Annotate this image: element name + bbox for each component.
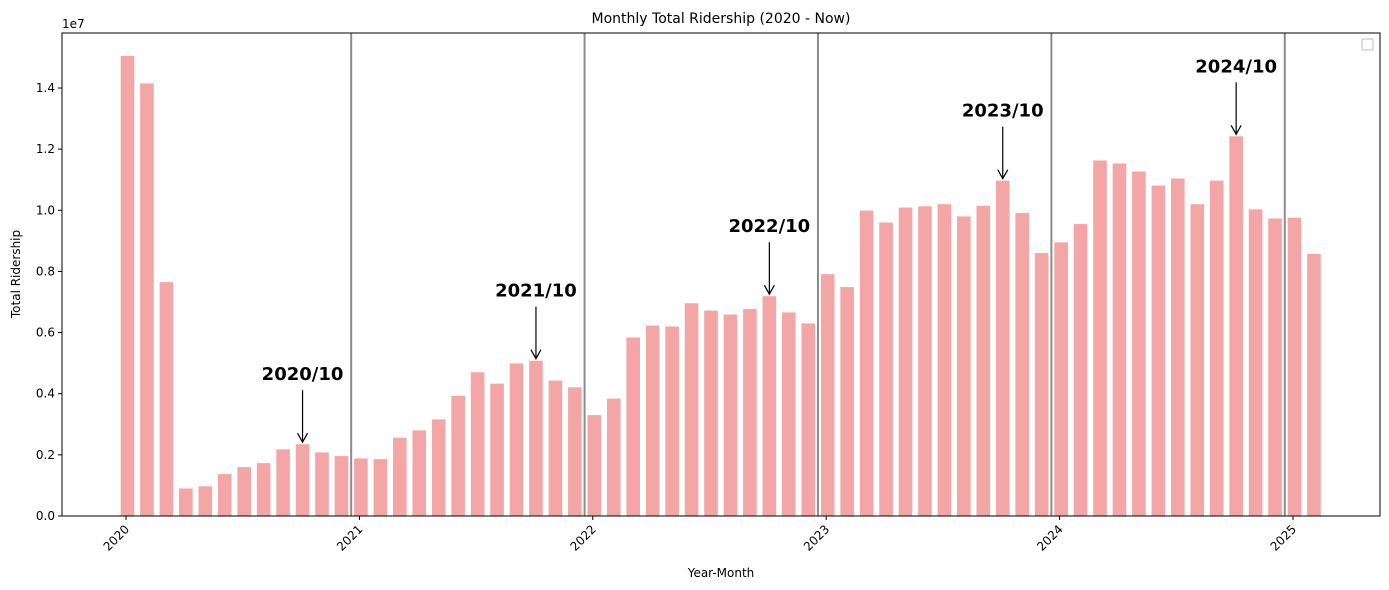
bar-series: [120, 55, 1321, 517]
bar: [568, 387, 582, 516]
annotation-label: 2022/10: [728, 216, 810, 237]
bar: [179, 488, 193, 516]
bar: [140, 83, 154, 516]
bar: [451, 395, 465, 516]
bar: [412, 430, 427, 516]
bar: [840, 287, 854, 516]
bar: [1151, 185, 1166, 516]
y-tick-label: 0.0: [36, 509, 55, 523]
bar: [879, 222, 893, 516]
bar: [295, 444, 310, 516]
x-tick-label: 2024: [1034, 522, 1065, 553]
bar: [490, 383, 504, 516]
bar: [1112, 163, 1127, 516]
y-tick-label: 0.8: [36, 264, 55, 278]
annotation-arrowhead: [997, 169, 1009, 180]
bar: [1093, 160, 1107, 516]
bar: [723, 314, 738, 516]
bar: [529, 360, 543, 516]
bar: [354, 458, 368, 516]
annotation-arrowhead: [297, 432, 309, 444]
bar: [820, 274, 835, 516]
bar: [315, 452, 329, 516]
bar: [743, 309, 757, 516]
bar: [1229, 136, 1243, 516]
annotation-label: 2023/10: [962, 101, 1044, 122]
bar: [1054, 242, 1068, 516]
bar: [859, 210, 874, 516]
y-axis-exponent: 1e7: [62, 17, 85, 31]
bar: [237, 467, 251, 516]
bar: [626, 337, 640, 516]
bar: [256, 463, 271, 516]
bar: [1268, 218, 1282, 516]
annotation-label: 2020/10: [262, 364, 344, 385]
y-tick-label: 1.4: [36, 81, 55, 95]
annotation-arrowhead: [530, 349, 542, 360]
annotation-label: 2024/10: [1195, 56, 1277, 77]
bar: [393, 437, 407, 516]
y-axis: 0.0 0.2 0.4 0.6 0.8 1.0 1.2 1.4: [36, 81, 62, 523]
bar: [587, 415, 602, 516]
bar: [918, 206, 932, 516]
y-tick-label: 0.2: [36, 448, 55, 462]
bar: [1307, 254, 1321, 516]
chart-title: Monthly Total Ridership (2020 - Now): [592, 11, 851, 27]
x-axis: 2020 2021 2022 2023 2024 2025: [101, 516, 1299, 554]
bar: [120, 55, 135, 516]
bar: [1073, 224, 1088, 516]
bar: [548, 380, 563, 516]
year-separators: [350, 33, 1286, 516]
bar: [1248, 209, 1263, 516]
bar: [801, 323, 816, 516]
y-tick-label: 1.2: [36, 142, 55, 156]
x-tick-label: 2023: [801, 522, 832, 553]
annotations: 2020/10 2021/10 2022/10 2023/10 2024/10: [262, 56, 1277, 444]
bar: [957, 216, 971, 516]
bar: [898, 207, 913, 516]
x-tick-label: 2020: [101, 522, 132, 553]
plot-frame: [61, 32, 1381, 517]
bar: [665, 326, 679, 516]
bar: [159, 282, 174, 516]
annotation-label: 2021/10: [495, 281, 577, 302]
x-axis-label: Year-Month: [687, 566, 755, 580]
bar: [606, 398, 621, 516]
bar: [684, 303, 699, 516]
bar: [509, 363, 524, 516]
bar: [976, 205, 991, 516]
bar: [470, 372, 485, 516]
bar: [373, 459, 388, 516]
bar: [1287, 217, 1302, 516]
bar: [198, 486, 213, 516]
annotation-arrowhead: [1230, 125, 1242, 136]
y-axis-label: Total Ridership: [9, 230, 23, 319]
bar: [1171, 178, 1185, 516]
bar: [1132, 171, 1146, 516]
x-tick-label: 2021: [334, 522, 365, 553]
legend-box: [1361, 38, 1374, 51]
bar: [1034, 253, 1049, 517]
bar: [995, 180, 1010, 517]
bar: [937, 204, 952, 516]
bar: [782, 312, 796, 516]
bar: [704, 310, 718, 516]
y-tick-label: 0.4: [36, 387, 55, 401]
x-tick-label: 2025: [1268, 522, 1299, 553]
bar: [1190, 204, 1205, 516]
y-tick-label: 1.0: [36, 203, 55, 217]
bar: [431, 419, 446, 516]
annotation-arrowhead: [763, 284, 775, 296]
bar: [762, 296, 777, 516]
bar: [276, 449, 290, 516]
bar: [334, 456, 349, 516]
bar: [1015, 213, 1029, 517]
y-tick-label: 0.6: [36, 326, 55, 340]
bar: [1209, 180, 1224, 517]
x-tick-label: 2022: [567, 522, 598, 553]
bar: [645, 325, 660, 516]
bar: [217, 474, 232, 516]
